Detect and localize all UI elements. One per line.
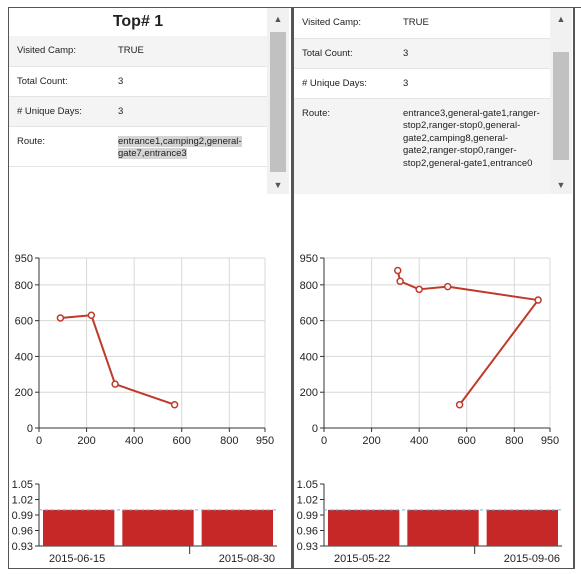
y-tick-label: 800 bbox=[15, 280, 33, 292]
series-line bbox=[60, 314, 175, 406]
trajectory-panel-2: Visited Camp: TRUE Total Count: 3 # Uniq… bbox=[292, 7, 574, 569]
y-tick-label: 800 bbox=[300, 280, 318, 292]
x-tick-label: 600 bbox=[458, 435, 476, 447]
y-tick-label: 0.96 bbox=[12, 526, 33, 538]
route-label: Route: bbox=[9, 126, 110, 167]
unique-days-label: # Unique Days: bbox=[294, 68, 395, 99]
attribute-table: Visited Camp: TRUE Total Count: 3 # Uniq… bbox=[294, 8, 550, 194]
total-count-value: 3 bbox=[110, 66, 267, 97]
visited-camp-label: Visited Camp: bbox=[9, 36, 110, 67]
date-label-start: 2015-05-22 bbox=[334, 553, 390, 565]
bar bbox=[122, 509, 194, 546]
data-point bbox=[443, 282, 452, 291]
table-row: # Unique Days: 3 bbox=[9, 96, 267, 127]
trajectory-panel-3-clipped bbox=[574, 7, 581, 569]
unique-days-label: # Unique Days: bbox=[9, 96, 110, 127]
table-row: Total Count: 3 bbox=[9, 66, 267, 97]
scrollbar-thumb[interactable] bbox=[553, 52, 569, 160]
y-tick-label: 200 bbox=[15, 387, 33, 399]
date-label-start: 2015-06-15 bbox=[49, 553, 105, 565]
scrollbar-thumb[interactable] bbox=[270, 32, 286, 172]
x-tick-label: 600 bbox=[173, 435, 191, 447]
vertical-scrollbar[interactable]: ▲ ▼ bbox=[267, 8, 289, 194]
total-count-label: Total Count: bbox=[9, 66, 110, 97]
date-label-end: 2015-09-06 bbox=[504, 553, 560, 565]
date-label-end: 2015-08-30 bbox=[219, 553, 275, 565]
y-tick-label: 1.02 bbox=[297, 495, 318, 507]
y-tick-label: 1.05 bbox=[12, 479, 33, 491]
table-row: Visited Camp: TRUE bbox=[9, 36, 267, 67]
route-value[interactable]: entrance1,camping2,general-gate7,entranc… bbox=[118, 135, 242, 159]
bar bbox=[486, 509, 558, 546]
data-point bbox=[455, 400, 464, 409]
vertical-scrollbar[interactable]: ▲ ▼ bbox=[550, 8, 572, 194]
line-chart: 0 200 400 600 800 950 0 200 400 600 800 950 bbox=[15, 253, 275, 447]
y-tick-label: 1.02 bbox=[12, 495, 33, 507]
x-tick-label: 950 bbox=[541, 435, 559, 447]
route-label: Route: bbox=[294, 98, 395, 194]
y-tick-label: 0 bbox=[27, 423, 33, 435]
x-tick-label: 400 bbox=[125, 435, 143, 447]
total-count-label: Total Count: bbox=[294, 38, 395, 69]
total-count-value: 3 bbox=[395, 38, 550, 69]
data-point bbox=[396, 277, 404, 286]
data-point bbox=[534, 296, 542, 304]
table-row: Route: entrance1,camping2,general-gate7,… bbox=[9, 126, 267, 167]
visited-camp-label: Visited Camp: bbox=[294, 8, 395, 39]
y-tick-label: 600 bbox=[300, 316, 318, 328]
data-point bbox=[111, 380, 119, 388]
table-row: Total Count: 3 bbox=[294, 38, 550, 69]
y-tick-label: 1.05 bbox=[297, 479, 318, 491]
x-tick-label: 200 bbox=[77, 435, 95, 447]
y-tick-label: 200 bbox=[300, 387, 318, 399]
y-tick-label: 0.99 bbox=[12, 510, 33, 522]
triangle-down-icon[interactable]: ▼ bbox=[273, 180, 283, 190]
bar bbox=[407, 509, 479, 546]
line-chart: 0 200 400 600 800 950 0 200 400 600 800 950 bbox=[300, 253, 560, 447]
unique-days-value: 3 bbox=[110, 96, 267, 127]
bar-chart: 0.93 0.96 0.99 1.02 1.05 2015-05-22 2015-09-06 bbox=[297, 479, 562, 565]
x-tick-label: 400 bbox=[410, 435, 428, 447]
data-point bbox=[56, 314, 65, 322]
panel-title: Top# 1 bbox=[112, 13, 164, 30]
triangle-up-icon[interactable]: ▲ bbox=[556, 14, 566, 24]
y-tick-label: 0.93 bbox=[12, 541, 33, 553]
attribute-table: Visited Camp: TRUE Total Count: 3 # Uniq… bbox=[9, 36, 267, 167]
y-tick-label: 0.96 bbox=[297, 526, 318, 538]
info-table-container[interactable]: Visited Camp: TRUE Total Count: 3 # Uniq… bbox=[294, 8, 550, 194]
table-row: # Unique Days: 3 bbox=[294, 68, 550, 99]
data-point bbox=[170, 400, 179, 409]
triangle-up-icon[interactable]: ▲ bbox=[273, 14, 283, 24]
bar bbox=[328, 509, 400, 546]
table-row: Route: entrance3,general-gate1,ranger-st… bbox=[294, 98, 550, 194]
y-tick-label: 400 bbox=[15, 351, 33, 363]
x-tick-label: 200 bbox=[362, 435, 380, 447]
visited-camp-value: TRUE bbox=[395, 8, 550, 39]
unique-days-value: 3 bbox=[395, 68, 550, 99]
bar bbox=[201, 509, 273, 546]
y-tick-label: 950 bbox=[300, 253, 318, 265]
route-value[interactable]: entrance3,general-gate1,ranger-stop2,ran… bbox=[395, 98, 550, 194]
y-tick-label: 400 bbox=[300, 351, 318, 363]
trajectory-panel-1: Top# 1 Visited Camp: TRUE Total Count: 3… bbox=[8, 7, 292, 569]
x-tick-label: 800 bbox=[505, 435, 523, 447]
data-point bbox=[415, 285, 423, 294]
visited-camp-value: TRUE bbox=[110, 36, 267, 67]
triangle-down-icon[interactable]: ▼ bbox=[556, 180, 566, 190]
table-row: Visited Camp: TRUE bbox=[294, 8, 550, 39]
x-tick-label: 0 bbox=[321, 435, 327, 447]
y-tick-label: 950 bbox=[15, 253, 33, 265]
x-tick-label: 800 bbox=[220, 435, 238, 447]
info-table-container[interactable]: Top# 1 Visited Camp: TRUE Total Count: 3… bbox=[9, 8, 267, 194]
x-tick-label: 0 bbox=[36, 435, 42, 447]
data-point bbox=[393, 266, 402, 275]
y-tick-label: 0 bbox=[312, 423, 318, 435]
bar-chart: 0.93 0.96 0.99 1.02 1.05 2015-06-15 2015-08-30 bbox=[12, 479, 277, 565]
y-tick-label: 600 bbox=[15, 316, 33, 328]
bar bbox=[43, 509, 115, 546]
data-point bbox=[87, 311, 96, 320]
y-tick-label: 0.99 bbox=[297, 510, 318, 522]
x-tick-label: 950 bbox=[256, 435, 274, 447]
y-tick-label: 0.93 bbox=[297, 541, 318, 553]
